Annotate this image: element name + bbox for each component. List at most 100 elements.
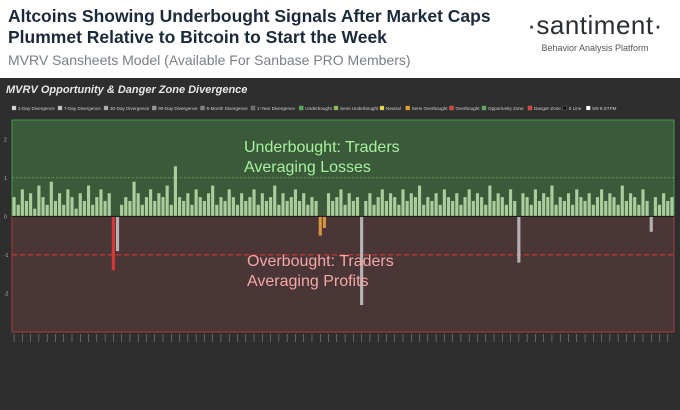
data-bar <box>178 197 182 217</box>
data-bar <box>600 189 604 217</box>
legend-label: 7-Day Divergence <box>64 106 101 111</box>
legend-swatch <box>586 105 591 111</box>
data-bar <box>99 189 103 217</box>
data-bar <box>624 200 628 217</box>
data-bar <box>488 185 492 217</box>
data-bar <box>484 204 488 217</box>
data-bar <box>198 197 202 217</box>
data-bar <box>194 189 198 217</box>
data-bar <box>136 193 140 217</box>
legend-swatch <box>379 105 385 111</box>
data-bar <box>529 204 533 217</box>
data-bar <box>546 197 550 217</box>
data-bar <box>95 197 99 217</box>
data-bar <box>455 193 459 217</box>
overbought-line-1: Overbought: Traders <box>247 253 394 270</box>
y-tick-label: 2 <box>4 137 7 143</box>
data-bar <box>459 204 463 217</box>
legend-label: 1-Day Divergence <box>18 106 55 111</box>
santiment-logo: ·santiment· Behavior Analysis Platform <box>520 10 670 53</box>
data-bar <box>128 200 132 217</box>
legend-swatch <box>449 105 454 111</box>
data-bar <box>223 200 227 217</box>
data-bar <box>480 197 484 217</box>
data-bar <box>409 193 413 217</box>
data-bar <box>417 185 422 217</box>
underbought-annotation: Underbought: Traders Averaging Losses <box>244 138 400 178</box>
data-bar <box>339 189 343 217</box>
data-bar <box>500 197 504 217</box>
data-bar <box>509 189 513 217</box>
data-bar <box>124 197 128 217</box>
data-bar <box>575 189 579 217</box>
data-bar <box>372 204 376 217</box>
data-bar <box>533 189 537 217</box>
data-bar <box>165 185 169 217</box>
data-bar <box>384 200 389 217</box>
data-bar <box>620 185 624 217</box>
data-bar <box>393 197 397 217</box>
data-bar <box>347 193 351 217</box>
legend-label: 0 Line <box>569 106 582 111</box>
data-bar <box>662 193 666 217</box>
data-bar <box>227 189 231 217</box>
data-bar <box>641 189 645 217</box>
data-bar <box>360 216 364 306</box>
legend-swatch <box>11 105 17 111</box>
data-bar <box>302 193 306 217</box>
data-bar <box>666 200 670 217</box>
data-bar <box>33 208 37 217</box>
data-bar <box>475 193 480 217</box>
page-subtitle: MVRV Sansheets Model (Available For Sanb… <box>8 52 411 68</box>
data-bar <box>446 197 451 217</box>
mvrv-chart: 1-Day Divergence 7-Day Divergence 30-Day D… <box>4 105 675 342</box>
legend-swatch <box>333 105 339 111</box>
data-bar <box>463 197 467 217</box>
data-bar <box>186 193 190 217</box>
data-bar <box>649 216 653 232</box>
data-bar <box>355 197 360 217</box>
data-bar <box>297 200 302 217</box>
data-bar <box>281 193 285 217</box>
data-bar <box>496 193 500 217</box>
data-bar <box>595 197 600 217</box>
legend-swatch <box>527 105 533 111</box>
data-bar <box>285 200 289 217</box>
data-bar <box>12 197 16 217</box>
data-bar <box>579 197 583 217</box>
data-bar <box>264 200 269 217</box>
overbought-annotation: Overbought: Traders Averaging Profits <box>247 252 394 292</box>
data-bar <box>161 197 165 217</box>
data-bar <box>554 204 558 217</box>
legend-label: Overbought <box>456 106 481 111</box>
data-bar <box>310 197 314 217</box>
legend-label: Underbought <box>305 106 332 111</box>
header: Altcoins Showing Underbought Signals Aft… <box>0 0 680 74</box>
data-bar <box>314 200 318 217</box>
data-bar <box>364 200 368 217</box>
data-bar <box>157 193 161 217</box>
data-bar <box>517 216 521 263</box>
data-bar <box>422 204 426 217</box>
legend-swatch <box>481 105 487 111</box>
data-bar <box>140 204 144 217</box>
legend-label: Danger Zone <box>534 106 561 111</box>
data-bar <box>202 200 206 217</box>
data-bar <box>169 204 173 217</box>
data-bar <box>438 204 442 217</box>
data-bar <box>24 200 29 217</box>
data-bar <box>41 197 45 217</box>
data-bar <box>86 185 91 217</box>
data-bar <box>504 204 508 217</box>
page-title: Altcoins Showing Underbought Signals Aft… <box>8 6 491 47</box>
legend-label: Opportunity Zone <box>488 106 524 111</box>
data-bar <box>240 193 244 217</box>
data-bar <box>149 189 153 217</box>
data-bar <box>58 193 62 217</box>
data-bar <box>153 200 157 217</box>
data-bar <box>467 189 471 217</box>
data-bar <box>306 204 310 217</box>
y-tick-label: 0 <box>4 214 7 220</box>
legend-label: Semi Overbought <box>412 106 448 111</box>
data-bar <box>550 185 554 217</box>
